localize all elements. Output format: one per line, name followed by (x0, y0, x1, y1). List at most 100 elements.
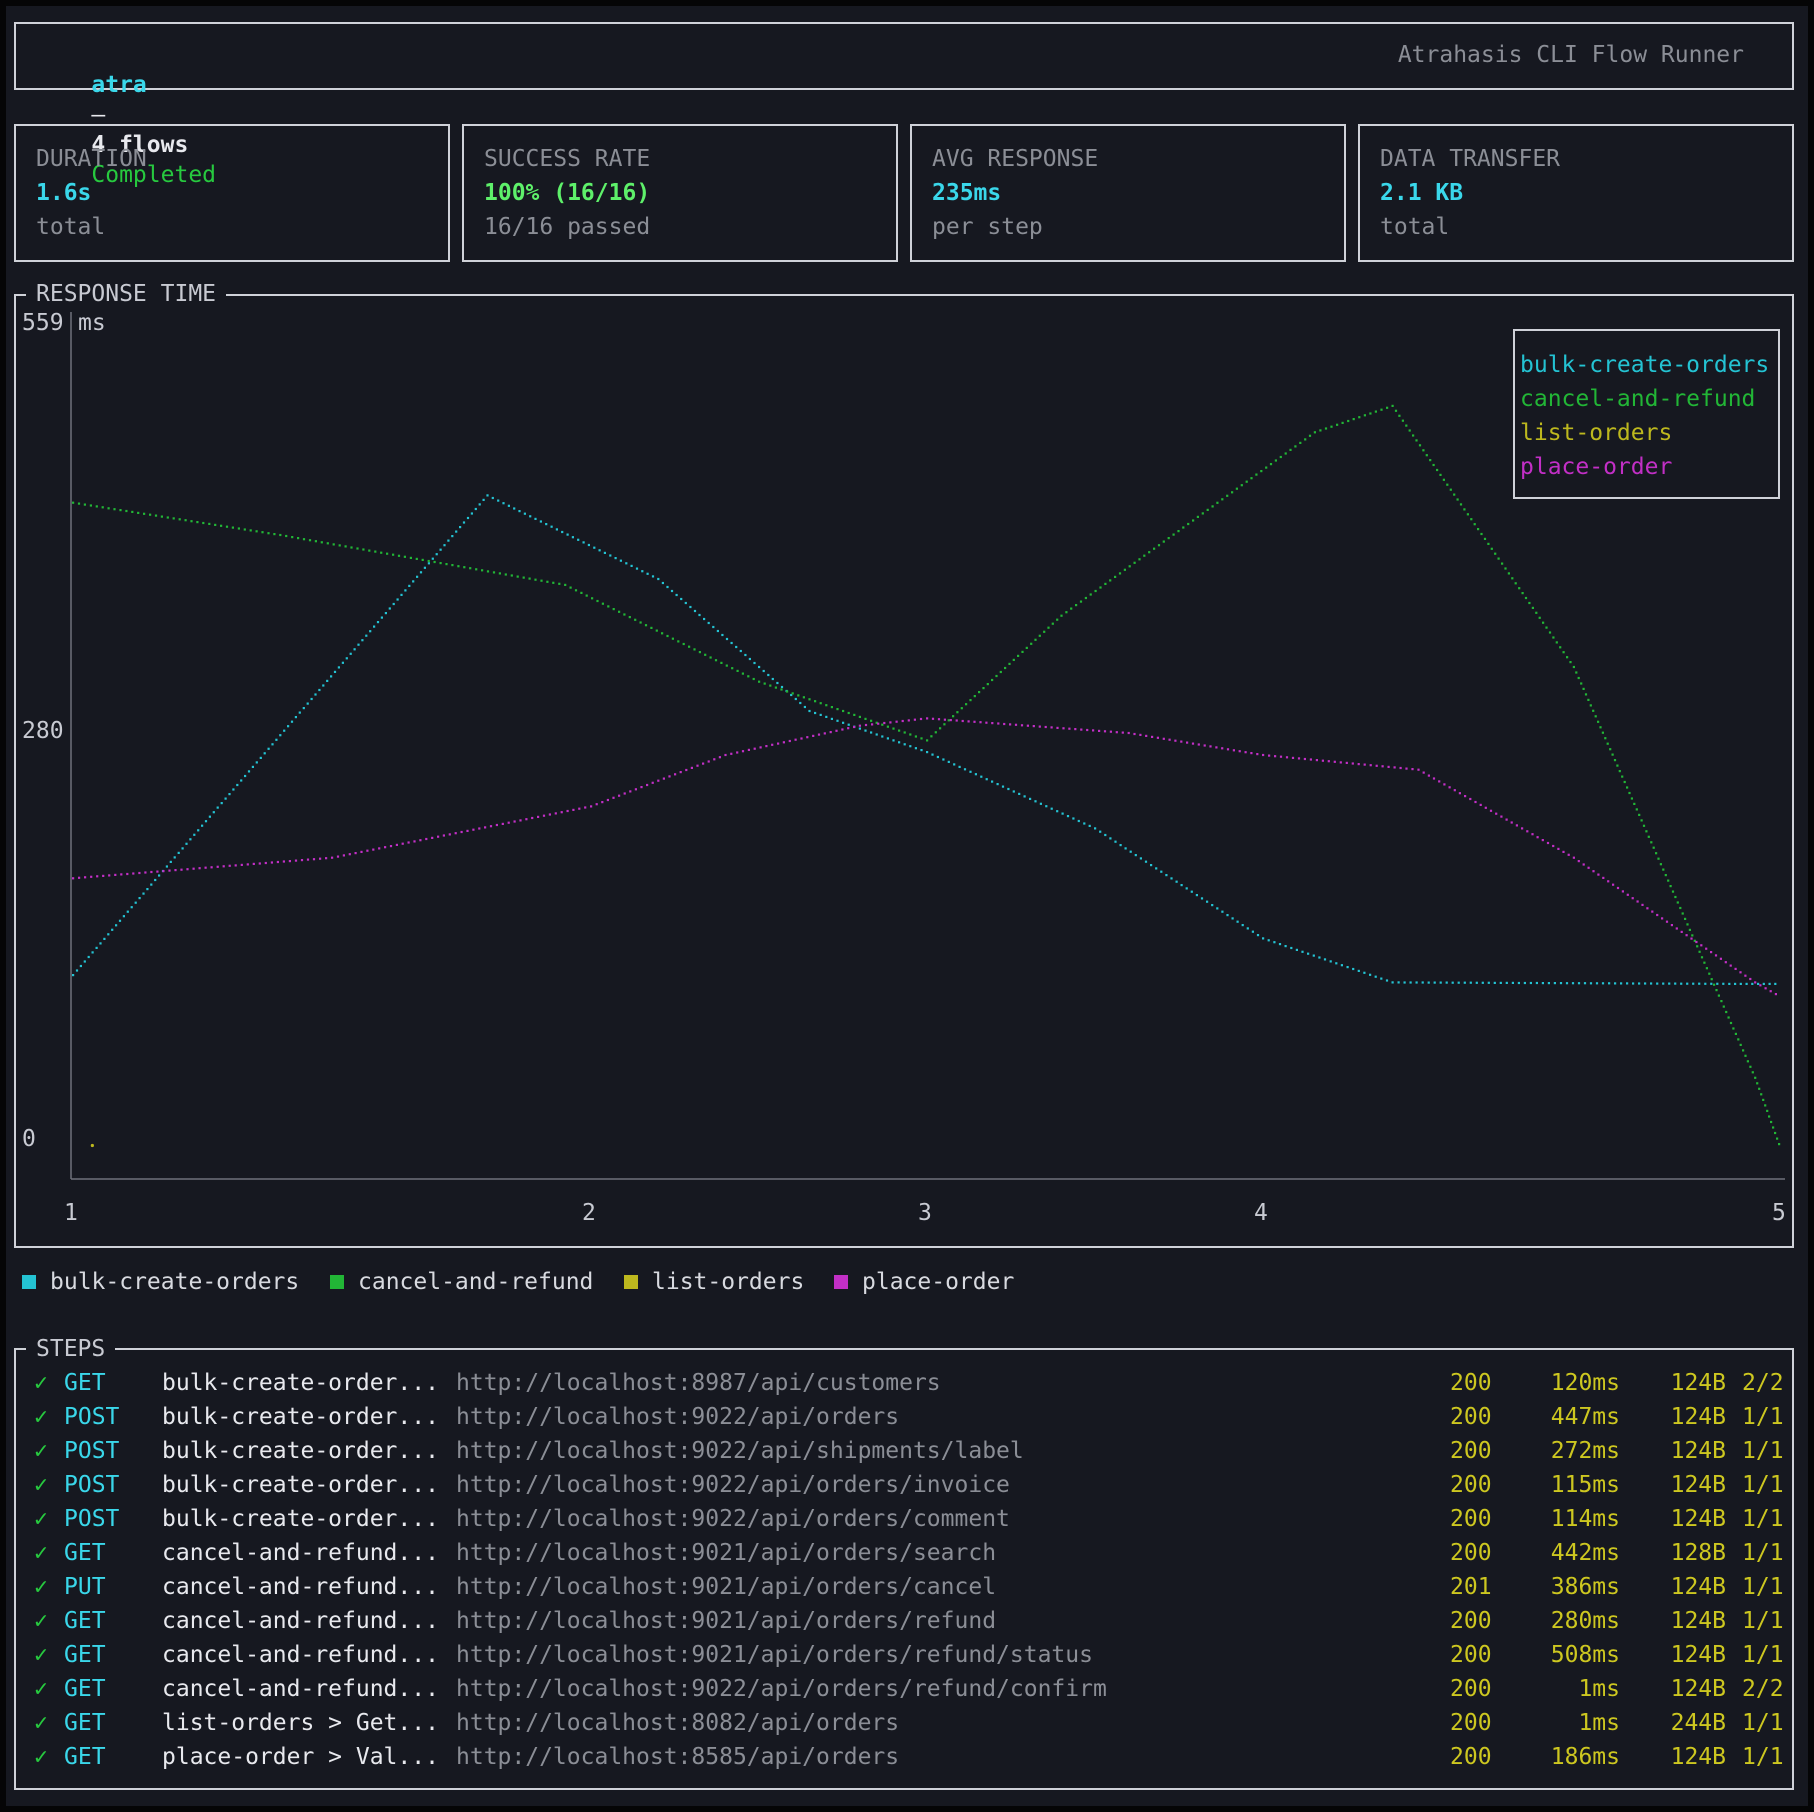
check-icon: ✓ (34, 1472, 48, 1498)
data-dot (107, 933, 110, 936)
series-cancel-and-refund (72, 404, 1781, 1146)
data-dot (513, 820, 516, 823)
data-dot (1172, 533, 1175, 536)
data-dot (326, 542, 329, 545)
data-dot (1236, 920, 1239, 923)
data-dot (1405, 424, 1408, 427)
step-time: 1ms (1578, 1710, 1620, 1736)
data-dot (955, 719, 958, 722)
data-dot (991, 722, 994, 725)
data-dot (943, 723, 946, 726)
data-dot (858, 724, 861, 727)
data-dot (1631, 897, 1634, 900)
data-dot (1597, 720, 1600, 723)
data-dot (1417, 768, 1420, 771)
data-dot (985, 721, 988, 724)
data-dot (736, 751, 739, 754)
data-dot (1695, 940, 1698, 944)
data-dot (763, 682, 766, 685)
data-dot (1363, 971, 1366, 974)
data-dot (790, 693, 793, 697)
data-dot (769, 684, 772, 687)
step-name: list-orders > Get... (162, 1710, 439, 1736)
data-dot (291, 536, 294, 539)
data-dot (540, 579, 543, 582)
data-dot (122, 915, 125, 918)
data-dot (378, 847, 381, 850)
data-dot (1340, 964, 1343, 967)
data-dot (214, 523, 217, 526)
data-dot (858, 715, 861, 718)
data-dot (224, 797, 227, 800)
data-dot (1778, 1143, 1781, 1146)
stat-value: 100% (16/16) (484, 180, 651, 206)
data-dot (96, 875, 99, 878)
data-dot (674, 773, 677, 776)
data-dot (103, 937, 106, 940)
data-dot (978, 691, 981, 694)
data-dot (407, 841, 410, 844)
data-dot (1667, 879, 1670, 882)
data-dot (1575, 671, 1578, 674)
check-icon: ✓ (34, 1744, 48, 1770)
data-dot (630, 564, 633, 567)
data-dot (982, 687, 985, 690)
data-dot (639, 621, 642, 624)
data-dot (1394, 409, 1398, 412)
data-dot (1535, 611, 1538, 614)
data-dot (412, 580, 415, 583)
data-dot (1004, 666, 1007, 670)
data-dot (1477, 528, 1480, 531)
data-dot (421, 558, 424, 561)
data-dot (314, 540, 317, 543)
data-dot (1746, 1060, 1749, 1063)
data-dot (1221, 747, 1224, 750)
step-size: 124B (1670, 1506, 1726, 1532)
data-dot (1075, 604, 1078, 607)
data-dot (1381, 765, 1384, 768)
stat-card: AVG RESPONSE 235ms per step (910, 124, 1346, 262)
data-dot (1655, 852, 1658, 855)
data-dot (758, 665, 761, 669)
data-dot (1749, 1065, 1752, 1068)
data-dot (1521, 592, 1524, 595)
data-dot (698, 651, 701, 654)
data-dot (1616, 764, 1619, 767)
data-dot (1630, 797, 1633, 800)
data-dot (1620, 982, 1623, 985)
step-name: cancel-and-refund... (162, 1608, 439, 1634)
data-dot (870, 731, 873, 734)
data-dot (528, 577, 531, 580)
data-dot (427, 559, 430, 563)
data-dot (578, 807, 581, 810)
data-dot (1727, 1016, 1730, 1019)
data-dot (707, 760, 710, 763)
data-dot (1650, 982, 1653, 985)
data-dot (1536, 836, 1539, 839)
data-dot (973, 720, 976, 723)
data-dot (1201, 512, 1204, 515)
data-dot (1304, 438, 1307, 441)
data-dot (190, 520, 193, 523)
step-url: http://localhost:9022/api/orders/invoice (456, 1472, 1010, 1498)
data-dot (1757, 982, 1760, 985)
data-dot (1215, 746, 1218, 749)
data-dot (1260, 470, 1263, 473)
data-dot (1385, 979, 1389, 982)
data-dot (580, 591, 583, 594)
data-dot (1700, 956, 1704, 959)
data-dot (1592, 709, 1595, 712)
data-dot (1309, 758, 1312, 761)
data-dot (947, 719, 950, 722)
data-dot (1429, 459, 1432, 462)
data-dot (1705, 947, 1708, 950)
data-dot (666, 585, 669, 589)
data-dot (662, 777, 665, 780)
data-dot (202, 521, 205, 525)
x-tick-label: 1 (64, 1200, 78, 1226)
data-dot (273, 533, 276, 536)
data-dot (704, 653, 707, 656)
data-dot (1668, 982, 1671, 985)
data-dot (397, 554, 401, 557)
data-dot (318, 688, 321, 692)
